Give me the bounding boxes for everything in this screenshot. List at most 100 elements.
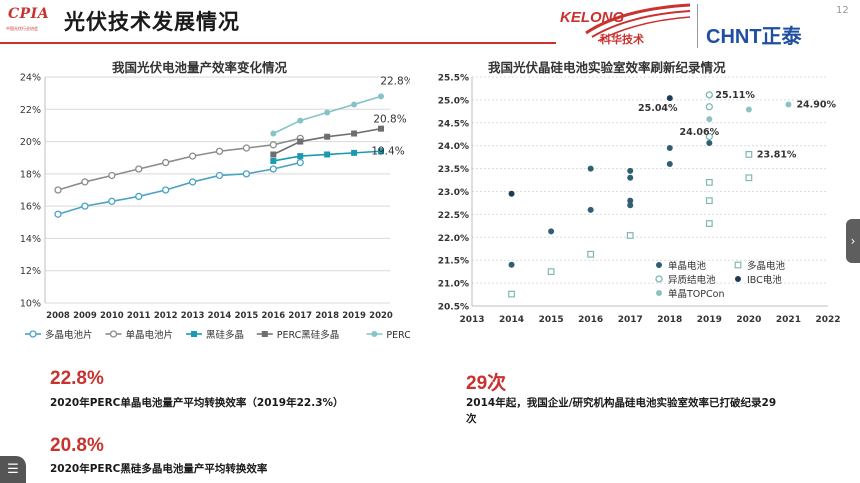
data-point: [627, 167, 634, 174]
data-point: [296, 158, 304, 167]
data-point: [351, 101, 358, 108]
data-point: [705, 197, 713, 205]
data-point: [81, 178, 89, 186]
data-point: [626, 232, 634, 239]
legend-item: 黑硅多晶: [186, 329, 244, 341]
data-point: [547, 268, 555, 276]
data-point: [627, 202, 634, 209]
stat-perc-mono-desc: 2020年PERC单晶电池量产平均转换效率（2019年22.3%）: [50, 397, 344, 409]
logo-divider: [697, 4, 698, 48]
y-tick-label: 24.0%: [438, 142, 469, 152]
page-title: 光伏技术发展情况: [64, 10, 240, 34]
legend-marker: [29, 330, 37, 338]
data-point: [508, 190, 515, 197]
data-point: [297, 138, 304, 145]
y-tick-label: 12%: [20, 266, 41, 277]
data-point: [706, 116, 713, 123]
x-tick-label: 2009: [73, 311, 97, 321]
chevron-right-icon: ›: [850, 234, 856, 248]
series-3: [705, 91, 713, 141]
stat-perc-multi-desc: 2020年PERC黑硅多晶电池量产平均转换效率: [50, 463, 268, 475]
legend-label: 单晶TOPCon: [668, 288, 724, 300]
y-tick-label: 22.0%: [438, 234, 469, 244]
data-point: [666, 95, 673, 102]
chint-logo: CHNT正泰: [706, 26, 802, 48]
data-point: [705, 132, 713, 141]
legend-marker: [656, 290, 662, 296]
data-point: [297, 153, 304, 160]
series-2: [508, 151, 753, 298]
y-tick-label: 18%: [20, 169, 41, 180]
data-point: [215, 147, 224, 155]
series-5: [706, 101, 792, 123]
x-tick-label: 2013: [459, 315, 484, 325]
data-label: 19.4%: [371, 145, 404, 157]
y-tick-label: 24%: [20, 73, 41, 84]
data-point: [81, 202, 89, 210]
legend-item: 多晶电池片: [25, 329, 93, 341]
x-tick-label: 2008: [46, 311, 70, 321]
legend-label: 多晶电池: [747, 260, 786, 272]
cpia-logo: CPIA 中国光伏行业协会: [4, 4, 52, 34]
left-chart-title: 我国光伏电池量产效率变化情况: [112, 60, 288, 75]
menu-button[interactable]: ☰: [0, 456, 26, 483]
right-chart-title: 我国光伏晶硅电池实验室效率刷新纪录情况: [488, 60, 726, 75]
x-tick-label: 2020: [736, 315, 761, 325]
data-point: [188, 178, 197, 186]
data-point: [785, 101, 792, 108]
data-label: 22.8%: [380, 75, 410, 87]
kelong-logo: KELONG 科华技术: [556, 3, 691, 53]
series-3: [270, 148, 384, 164]
data-point: [162, 186, 170, 194]
data-point: [378, 125, 384, 132]
series-line: [57, 161, 301, 215]
y-tick-label: 23.5%: [438, 165, 469, 175]
legend-marker: [109, 330, 118, 338]
data-label: 25.11%: [715, 90, 755, 101]
legend-marker: [734, 261, 742, 269]
cpia-logo-mark: CPIA: [8, 6, 50, 22]
data-point: [587, 165, 594, 172]
menu-icon: ☰: [7, 462, 19, 477]
slide-header: CPIA 中国光伏行业协会 光伏技术发展情况 KELONG 科华技术 CHNT正…: [0, 0, 860, 48]
x-tick-label: 2014: [208, 311, 232, 321]
data-point: [508, 290, 515, 298]
data-point: [135, 165, 143, 173]
y-tick-label: 22.5%: [438, 211, 469, 221]
y-tick-label: 21.0%: [438, 280, 469, 290]
data-point: [297, 117, 304, 124]
data-point: [270, 130, 277, 137]
x-tick-label: 2019: [342, 311, 366, 321]
legend-item: 单晶电池: [656, 260, 707, 272]
data-point: [324, 109, 331, 116]
data-point: [378, 93, 384, 100]
kelong-logo-text: KELONG: [560, 9, 625, 26]
data-point: [108, 197, 116, 205]
stat-records-value: 29次: [466, 373, 507, 394]
legend-label: PERC单晶: [386, 329, 410, 341]
series-line: [57, 137, 301, 191]
x-tick-label: 2018: [657, 315, 682, 325]
x-tick-label: 2020: [369, 311, 393, 321]
legend-item: 多晶电池: [734, 260, 786, 272]
next-slide-button[interactable]: ›: [846, 219, 860, 263]
header-rule: [0, 42, 556, 44]
x-tick-label: 2018: [315, 311, 339, 321]
legend-item: 单晶TOPCon: [656, 288, 724, 300]
x-tick-label: 2016: [578, 315, 603, 325]
data-point: [705, 91, 713, 99]
legend-label: 异质结电池: [668, 274, 716, 286]
data-label: 24.06%: [680, 127, 720, 138]
data-point: [242, 144, 251, 152]
cpia-logo-subtitle: 中国光伏行业协会: [6, 26, 38, 31]
legend-label: IBC电池: [747, 274, 782, 286]
legend-marker: [735, 276, 741, 282]
data-point: [269, 165, 277, 173]
data-point: [627, 174, 634, 181]
legend-label: 多晶电池片: [45, 329, 93, 341]
x-tick-label: 2010: [100, 311, 124, 321]
stat-records-desc: 2014年起，我国企业/研究机构晶硅电池实验室效率已打破纪录29次: [466, 397, 777, 425]
data-point: [270, 157, 277, 164]
series-4: [508, 95, 673, 197]
y-tick-label: 25.0%: [438, 96, 469, 106]
